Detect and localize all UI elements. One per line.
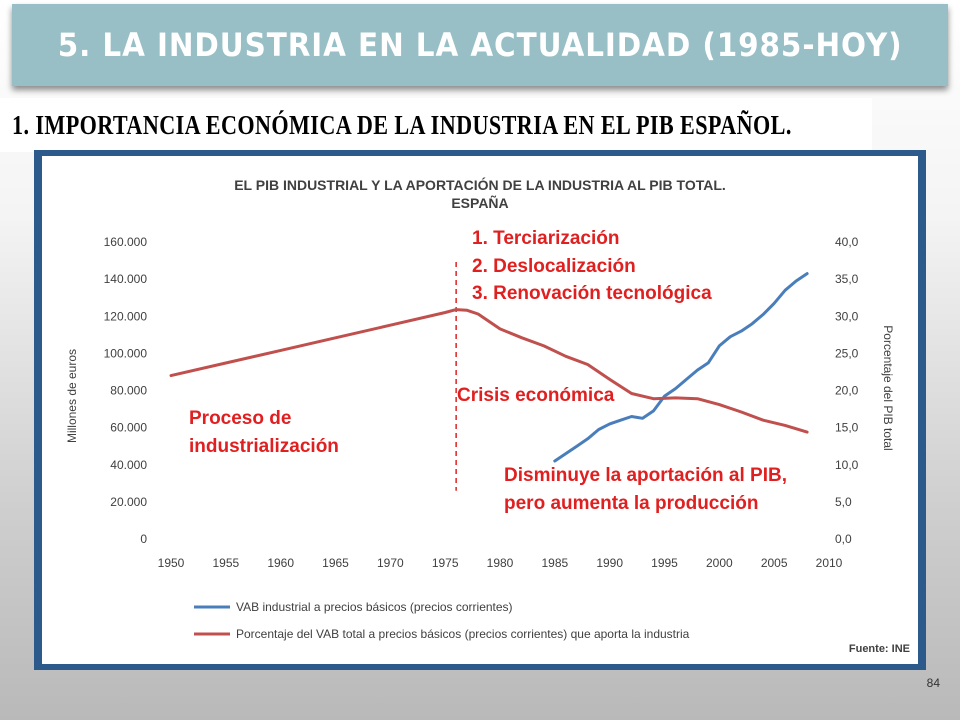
y-axis-left-label: Millones de euros — [65, 349, 79, 443]
annotation-factor-3: 3. Renovación tecnológica — [472, 283, 712, 304]
annotation-industrialization-2: industrialización — [189, 436, 339, 457]
y-right-tick-label: 35,0 — [835, 272, 859, 286]
y-left-tick-label: 40.000 — [110, 458, 147, 472]
legend-label-vab: VAB industrial a precios básicos (precio… — [236, 600, 513, 614]
y-left-tick-label: 20.000 — [110, 495, 147, 509]
x-tick-label: 1985 — [541, 556, 568, 570]
y-left-tick-label: 140.000 — [104, 272, 148, 286]
x-tick-label: 1990 — [596, 556, 623, 570]
x-tick-label: 1975 — [432, 556, 459, 570]
chart-title-line1: EL PIB INDUSTRIAL Y LA APORTACIÓN DE LA … — [234, 176, 726, 193]
y-left-tick-label: 80.000 — [110, 384, 147, 398]
y-right-tick-label: 25,0 — [835, 346, 859, 360]
x-tick-label: 1960 — [267, 556, 294, 570]
legend: VAB industrial a precios básicos (precio… — [194, 600, 690, 641]
source-label: Fuente: INE — [849, 643, 910, 655]
x-tick-label: 1955 — [212, 556, 239, 570]
x-tick-label: 2005 — [761, 556, 788, 570]
y-left-tick-label: 60.000 — [110, 421, 147, 435]
slide-title: 5. LA INDUSTRIA EN LA ACTUALIDAD (1985-H… — [57, 26, 903, 64]
annotation-factor-2: 2. Deslocalización — [472, 256, 636, 277]
annotation-decline-1: Disminuye la aportación al PIB, — [504, 465, 787, 486]
y-right-tick-label: 10,0 — [835, 458, 859, 472]
slide-subtitle-bar: 1. IMPORTANCIA ECONÓMICA DE LA INDUSTRIA… — [0, 98, 872, 152]
series-line-porcentaje-pib — [169, 308, 809, 434]
annotation-decline-2: pero aumenta la producción — [504, 493, 758, 514]
annotation-industrialization-1: Proceso de — [189, 408, 291, 429]
x-tick-label: 1965 — [322, 556, 349, 570]
x-tick-label: 1970 — [377, 556, 404, 570]
x-tick-label: 1995 — [651, 556, 678, 570]
y-left-tick-label: 160.000 — [104, 235, 148, 249]
legend-label-porcentaje: Porcentaje del VAB total a precios básic… — [236, 627, 690, 641]
slide-subtitle: 1. IMPORTANCIA ECONÓMICA DE LA INDUSTRIA… — [12, 109, 792, 140]
chart-panel: EL PIB INDUSTRIAL Y LA APORTACIÓN DE LA … — [42, 156, 918, 664]
x-tick-label: 2000 — [706, 556, 733, 570]
page-number: 84 — [926, 676, 940, 690]
y-left-tick-label: 100.000 — [104, 346, 148, 360]
chart-title-line2: ESPAÑA — [451, 194, 508, 211]
chart-svg: EL PIB INDUSTRIAL Y LA APORTACIÓN DE LA … — [65, 176, 910, 655]
annotation-industrialization: Proceso de industrialización — [189, 408, 339, 457]
series-line-vab-industrial — [553, 272, 809, 463]
slide-title-bar: 5. LA INDUSTRIA EN LA ACTUALIDAD (1985-H… — [12, 4, 948, 86]
chart-frame: EL PIB INDUSTRIAL Y LA APORTACIÓN DE LA … — [34, 150, 926, 670]
y-left-tick-label: 120.000 — [104, 309, 148, 323]
y-right-tick-label: 30,0 — [835, 309, 859, 323]
y-axis-right-label: Porcentaje del PIB total — [881, 325, 895, 450]
annotation-factors: 1. Terciarización 2. Deslocalización 3. … — [472, 228, 712, 304]
annotation-factor-1: 1. Terciarización — [472, 228, 620, 249]
x-tick-label: 1950 — [158, 556, 185, 570]
y-right-tick-label: 20,0 — [835, 384, 859, 398]
y-right-tick-label: 0,0 — [835, 532, 852, 546]
annotation-crisis: Crisis económica — [457, 385, 615, 406]
y-left-tick-label: 0 — [140, 532, 147, 546]
annotation-decline: Disminuye la aportación al PIB, pero aum… — [504, 465, 787, 514]
x-tick-label: 1980 — [487, 556, 514, 570]
y-right-tick-label: 15,0 — [835, 421, 859, 435]
x-tick-label: 2010 — [816, 556, 843, 570]
y-right-tick-label: 5,0 — [835, 495, 852, 509]
y-right-tick-label: 40,0 — [835, 235, 859, 249]
